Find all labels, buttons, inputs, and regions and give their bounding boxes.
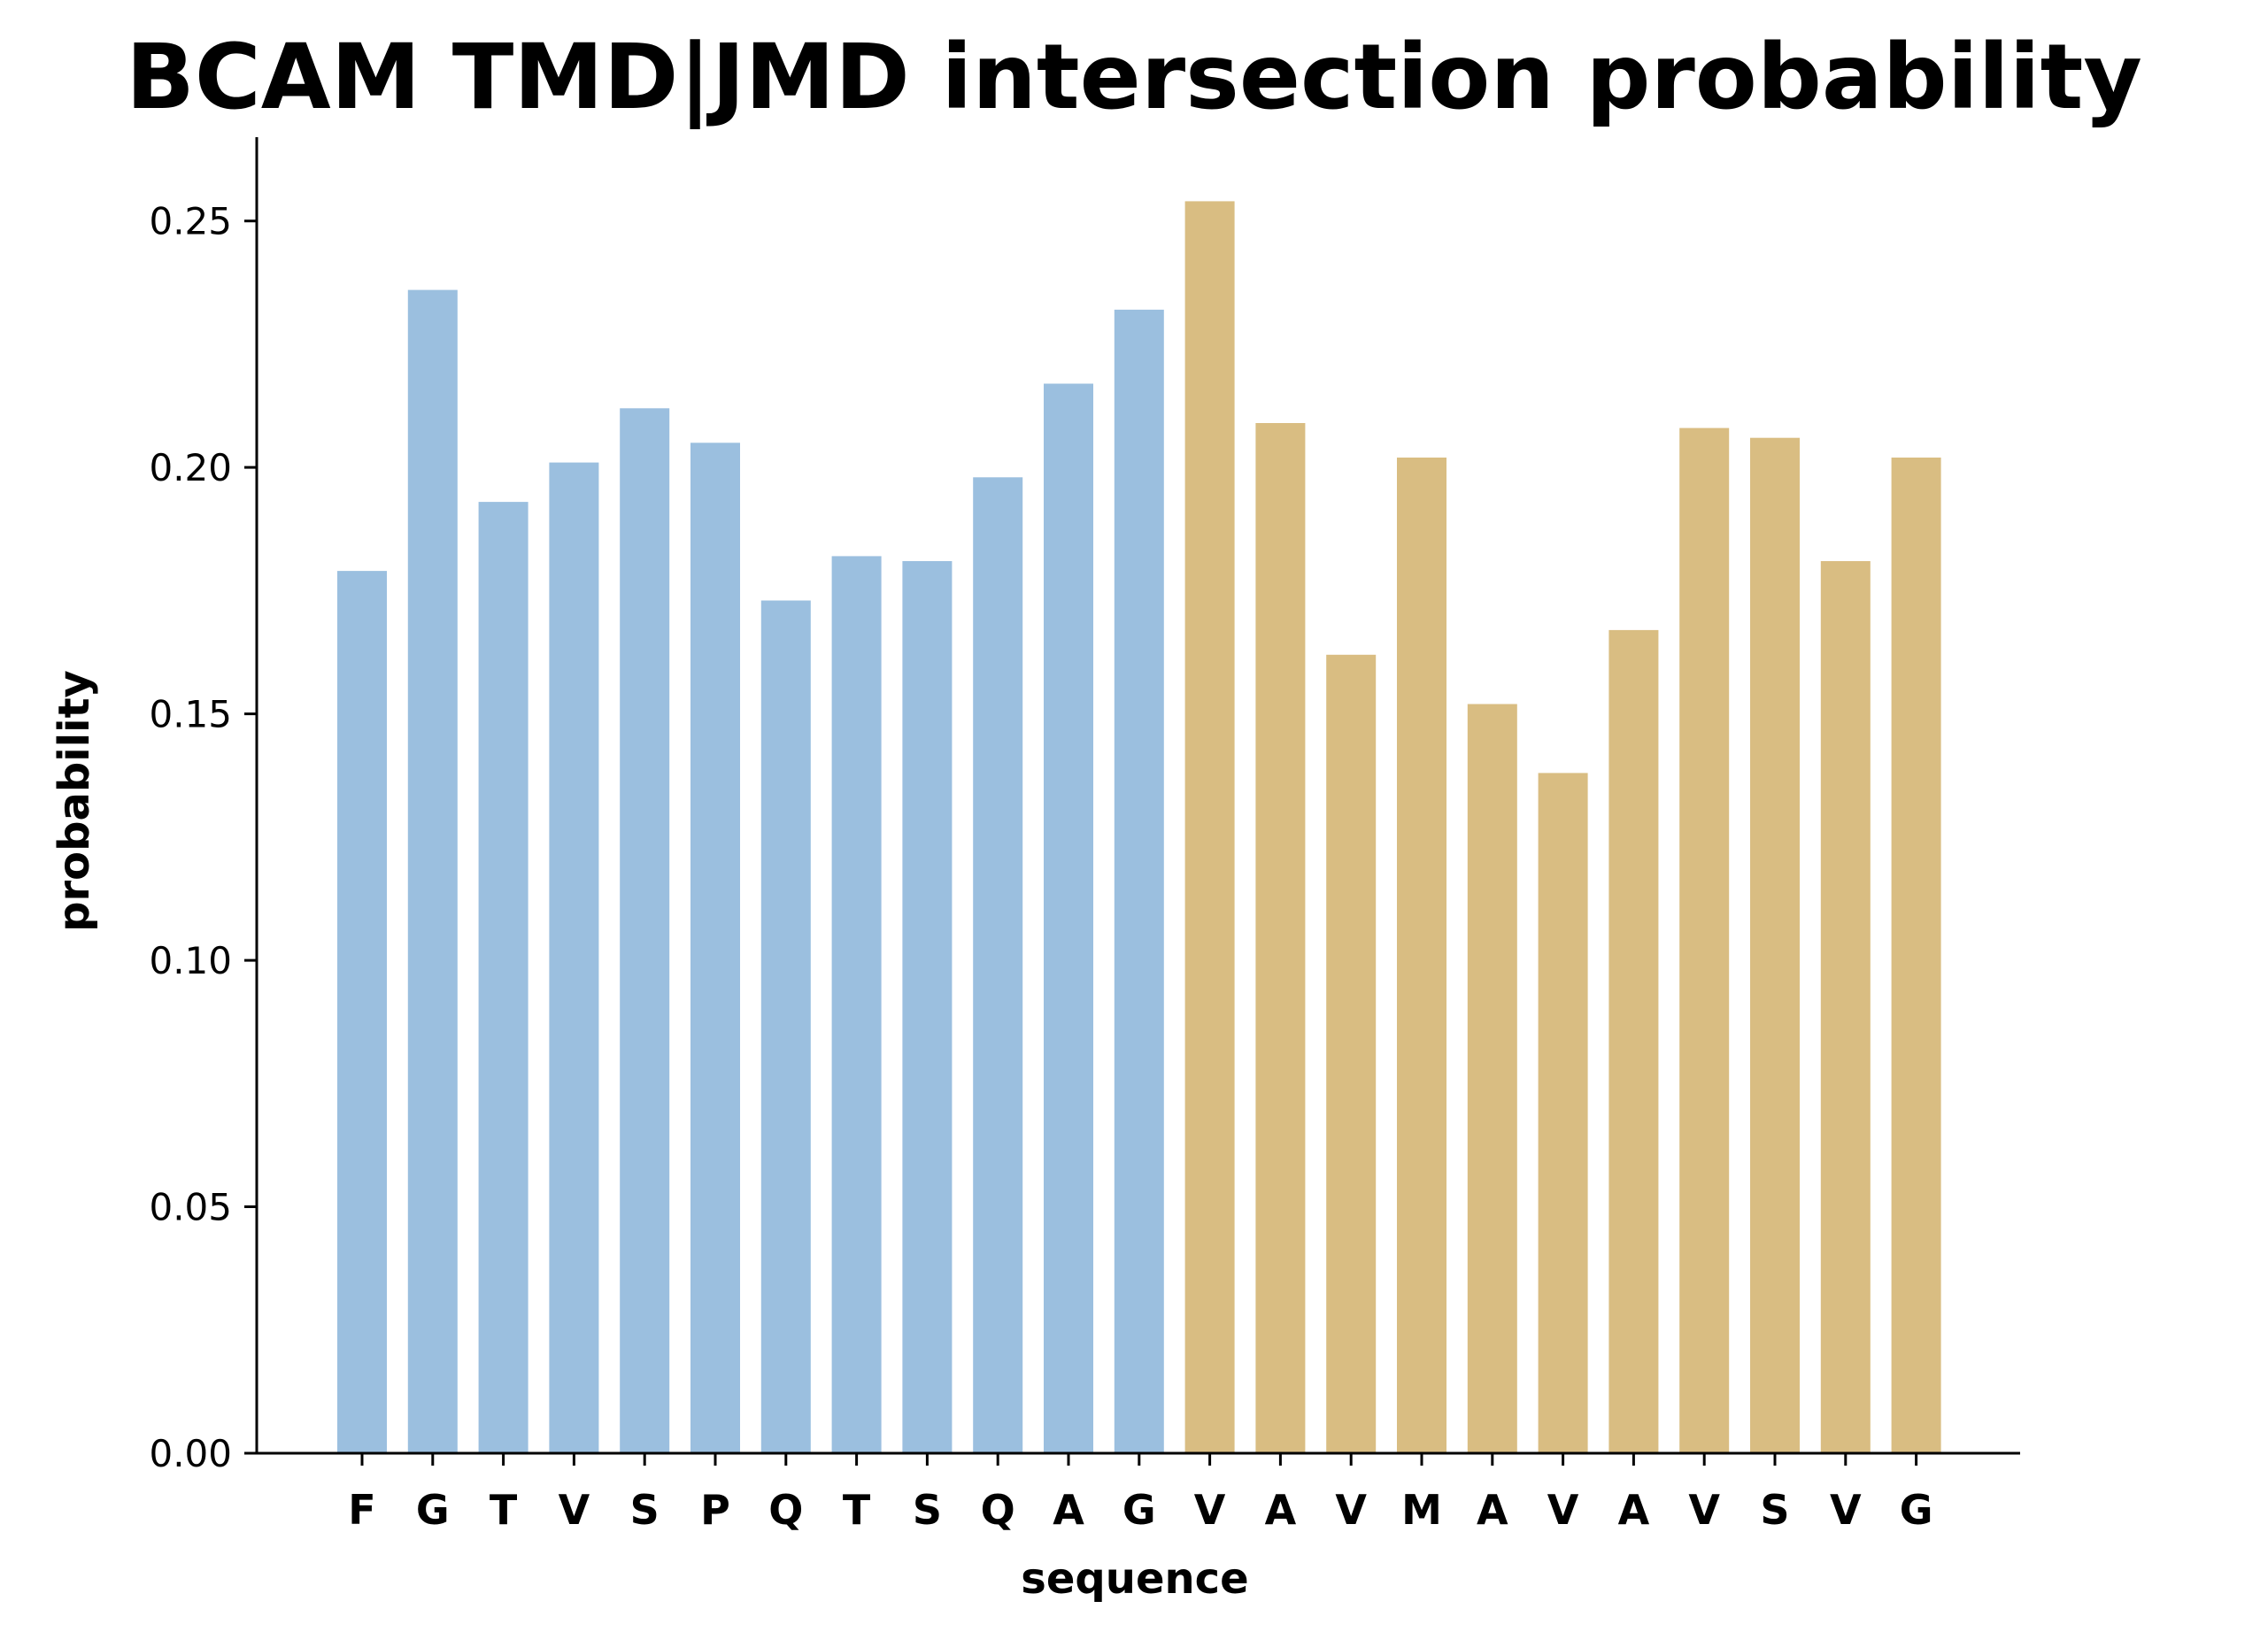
y-tick-label-3: 0.15: [149, 693, 232, 736]
x-tick-label-20: S: [1760, 1486, 1789, 1534]
bar-11: [1114, 309, 1164, 1453]
bar-16: [1467, 704, 1517, 1453]
bars-group: [337, 201, 1941, 1454]
y-tick-label-2: 0.10: [149, 939, 232, 982]
bar-22: [1891, 458, 1941, 1453]
x-tick-label-3: V: [559, 1486, 590, 1534]
bar-15: [1397, 458, 1446, 1453]
x-tick-label-8: S: [913, 1486, 942, 1534]
bar-17: [1538, 773, 1588, 1453]
x-tick-label-4: S: [630, 1486, 660, 1534]
bar-3: [549, 462, 599, 1453]
y-ticks-group: 0.00 0.05 0.10 0.15 0.20 0.25: [149, 200, 257, 1475]
bar-0: [337, 571, 387, 1453]
bar-2: [478, 502, 528, 1453]
x-tick-label-0: F: [348, 1486, 375, 1534]
y-tick-label-4: 0.20: [149, 446, 232, 489]
bar-19: [1679, 427, 1730, 1454]
bar-14: [1326, 654, 1377, 1453]
x-tick-label-10: A: [1053, 1486, 1084, 1534]
bar-18: [1608, 629, 1659, 1453]
bar-9: [973, 477, 1023, 1453]
x-tick-label-16: A: [1477, 1486, 1508, 1534]
bar-13: [1255, 423, 1306, 1453]
y-tick-label-1: 0.05: [149, 1186, 232, 1229]
chart-title: BCAM TMD|JMD intersection probability: [126, 25, 2142, 130]
bar-4: [620, 408, 670, 1453]
x-tick-label-9: Q: [981, 1486, 1015, 1534]
x-tick-label-17: V: [1547, 1486, 1579, 1534]
y-tick-label-0: 0.00: [149, 1432, 232, 1475]
bar-5: [690, 443, 740, 1453]
x-tick-label-2: T: [490, 1486, 518, 1534]
x-tick-label-19: V: [1688, 1486, 1720, 1534]
y-axis-label: probability: [50, 670, 99, 932]
x-tick-label-14: V: [1335, 1486, 1367, 1534]
x-tick-label-1: G: [416, 1486, 450, 1534]
x-tick-label-5: P: [700, 1486, 730, 1534]
x-tick-label-21: V: [1830, 1486, 1862, 1534]
bar-1: [407, 289, 458, 1454]
x-tick-label-12: V: [1194, 1486, 1226, 1534]
bar-20: [1750, 437, 1800, 1454]
x-tick-label-6: Q: [768, 1486, 803, 1534]
bar-10: [1044, 383, 1093, 1453]
x-tick-label-13: A: [1265, 1486, 1297, 1534]
x-tick-label-22: G: [1900, 1486, 1933, 1534]
bar-6: [760, 600, 811, 1453]
x-tick-label-18: A: [1618, 1486, 1650, 1534]
bar-21: [1820, 561, 1871, 1453]
x-axis-label: sequence: [1021, 1554, 1248, 1604]
y-tick-label-5: 0.25: [149, 200, 232, 243]
bar-7: [831, 556, 882, 1453]
bar-12: [1184, 201, 1235, 1453]
x-tick-label-7: T: [843, 1486, 871, 1534]
x-tick-label-11: G: [1122, 1486, 1156, 1534]
x-tick-label-15: M: [1401, 1486, 1442, 1534]
bar-8: [902, 561, 953, 1453]
